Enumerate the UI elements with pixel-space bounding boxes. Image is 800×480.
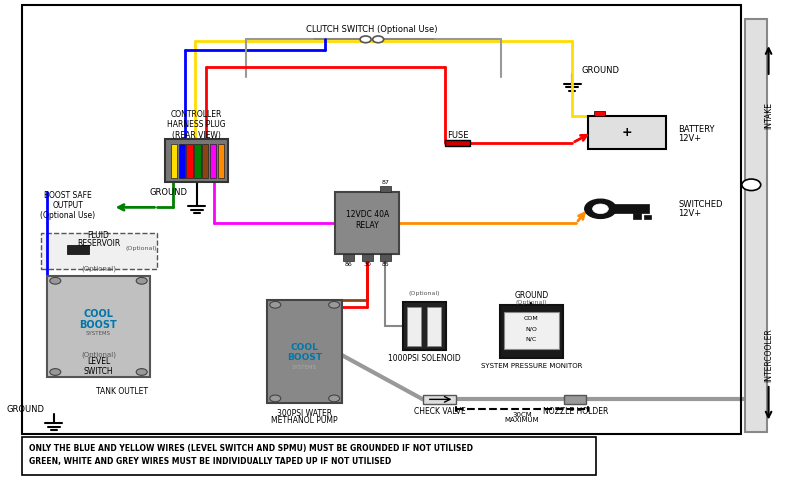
Text: 12V+: 12V+ xyxy=(678,209,702,218)
Text: COOL: COOL xyxy=(83,310,114,319)
Circle shape xyxy=(360,36,371,43)
Bar xyxy=(380,186,390,192)
Text: 300PSI WATER: 300PSI WATER xyxy=(277,409,332,418)
Text: GROUND: GROUND xyxy=(582,66,620,75)
Bar xyxy=(362,254,373,261)
Bar xyxy=(423,395,456,404)
Text: ONLY THE BLUE AND YELLOW WIRES (LEVEL SWITCH AND SPMU) MUST BE GROUNDED IF NOT U: ONLY THE BLUE AND YELLOW WIRES (LEVEL SW… xyxy=(29,444,473,453)
Text: 12VDC 40A
RELAY: 12VDC 40A RELAY xyxy=(346,210,389,229)
Bar xyxy=(67,245,89,254)
Text: NOZZLE HOLDER: NOZZLE HOLDER xyxy=(542,408,608,416)
Circle shape xyxy=(136,369,147,375)
Bar xyxy=(745,19,767,432)
Text: MAXIMUM: MAXIMUM xyxy=(505,417,539,422)
Bar xyxy=(634,213,641,219)
Bar xyxy=(178,144,185,178)
Text: 85: 85 xyxy=(382,262,389,266)
Text: TANK OUTLET: TANK OUTLET xyxy=(96,387,148,396)
Circle shape xyxy=(50,277,61,284)
Bar xyxy=(500,305,562,358)
Text: SYSTEMS: SYSTEMS xyxy=(86,331,111,336)
Text: GROUND: GROUND xyxy=(150,189,187,197)
Bar xyxy=(166,139,228,182)
Text: CONTROLLER
HARNESS PLUG
(REAR VIEW): CONTROLLER HARNESS PLUG (REAR VIEW) xyxy=(167,110,226,140)
Text: GROUND: GROUND xyxy=(6,406,44,414)
Circle shape xyxy=(742,179,761,191)
Text: COOL: COOL xyxy=(290,344,318,352)
Bar xyxy=(267,300,342,403)
Text: FLUID: FLUID xyxy=(87,231,110,240)
Text: INTAKE: INTAKE xyxy=(764,102,773,129)
Bar xyxy=(202,144,209,178)
Circle shape xyxy=(585,199,616,218)
Text: N/O: N/O xyxy=(526,326,538,331)
Bar xyxy=(407,307,422,346)
Bar xyxy=(614,204,649,213)
Circle shape xyxy=(50,369,61,375)
Bar xyxy=(588,116,666,149)
Text: SWITCHED: SWITCHED xyxy=(678,201,722,209)
Bar xyxy=(504,312,559,349)
Text: BOOST: BOOST xyxy=(80,320,118,330)
Circle shape xyxy=(136,277,147,284)
Text: RESERVOIR: RESERVOIR xyxy=(77,239,120,248)
Bar xyxy=(22,5,741,434)
Text: FUSE: FUSE xyxy=(446,131,468,140)
Text: (Optional): (Optional) xyxy=(515,300,547,305)
Text: BOOST SAFE
OUTPUT
(Optional Use): BOOST SAFE OUTPUT (Optional Use) xyxy=(40,191,95,220)
Bar xyxy=(564,395,586,404)
Bar xyxy=(41,233,158,269)
Text: 1000PSI SOLENOID: 1000PSI SOLENOID xyxy=(388,354,461,362)
Text: LEVEL
SWITCH: LEVEL SWITCH xyxy=(84,357,114,376)
Bar xyxy=(380,254,390,261)
Bar xyxy=(170,144,177,178)
Text: (Optional): (Optional) xyxy=(126,246,158,251)
Bar xyxy=(427,307,441,346)
Bar xyxy=(403,302,446,350)
Text: GREEN, WHITE AND GREY WIRES MUST BE INDIVIDUALLY TAPED UP IF NOT UTILISED: GREEN, WHITE AND GREY WIRES MUST BE INDI… xyxy=(29,457,391,466)
Text: INTERCOOLER: INTERCOOLER xyxy=(764,328,773,382)
Text: 30CM: 30CM xyxy=(512,412,532,418)
Text: 86: 86 xyxy=(345,262,352,266)
Text: (Optional): (Optional) xyxy=(81,352,116,359)
Bar xyxy=(47,276,150,377)
Text: CHECK VALVE: CHECK VALVE xyxy=(414,408,466,416)
Text: CLUTCH SWITCH (Optional Use): CLUTCH SWITCH (Optional Use) xyxy=(306,25,438,34)
Text: (Optional): (Optional) xyxy=(409,291,440,296)
Text: (Optional): (Optional) xyxy=(81,265,116,272)
Text: BOOST: BOOST xyxy=(286,353,322,362)
Text: 87: 87 xyxy=(382,180,389,185)
Text: SYSTEMS: SYSTEMS xyxy=(292,365,317,370)
Circle shape xyxy=(270,395,281,402)
Bar xyxy=(218,144,224,178)
Bar xyxy=(210,144,216,178)
Circle shape xyxy=(373,36,384,43)
Text: BATTERY: BATTERY xyxy=(678,125,714,134)
Circle shape xyxy=(270,301,281,308)
Circle shape xyxy=(329,395,340,402)
Text: N/C: N/C xyxy=(526,337,537,342)
Text: COM: COM xyxy=(524,316,538,321)
Text: METHANOL PUMP: METHANOL PUMP xyxy=(271,417,338,425)
Bar xyxy=(335,192,399,254)
Bar xyxy=(644,215,650,219)
Text: 12V+: 12V+ xyxy=(678,134,702,143)
Circle shape xyxy=(329,301,340,308)
Bar xyxy=(186,144,193,178)
Bar xyxy=(22,437,596,475)
Circle shape xyxy=(593,204,608,214)
Bar xyxy=(343,254,354,261)
Text: GROUND: GROUND xyxy=(514,291,549,300)
Bar xyxy=(445,140,470,146)
Text: SYSTEM PRESSURE MONITOR: SYSTEM PRESSURE MONITOR xyxy=(481,363,582,369)
Text: 30: 30 xyxy=(363,262,371,266)
Bar xyxy=(594,111,605,116)
Text: +: + xyxy=(622,126,633,139)
Bar xyxy=(194,144,201,178)
